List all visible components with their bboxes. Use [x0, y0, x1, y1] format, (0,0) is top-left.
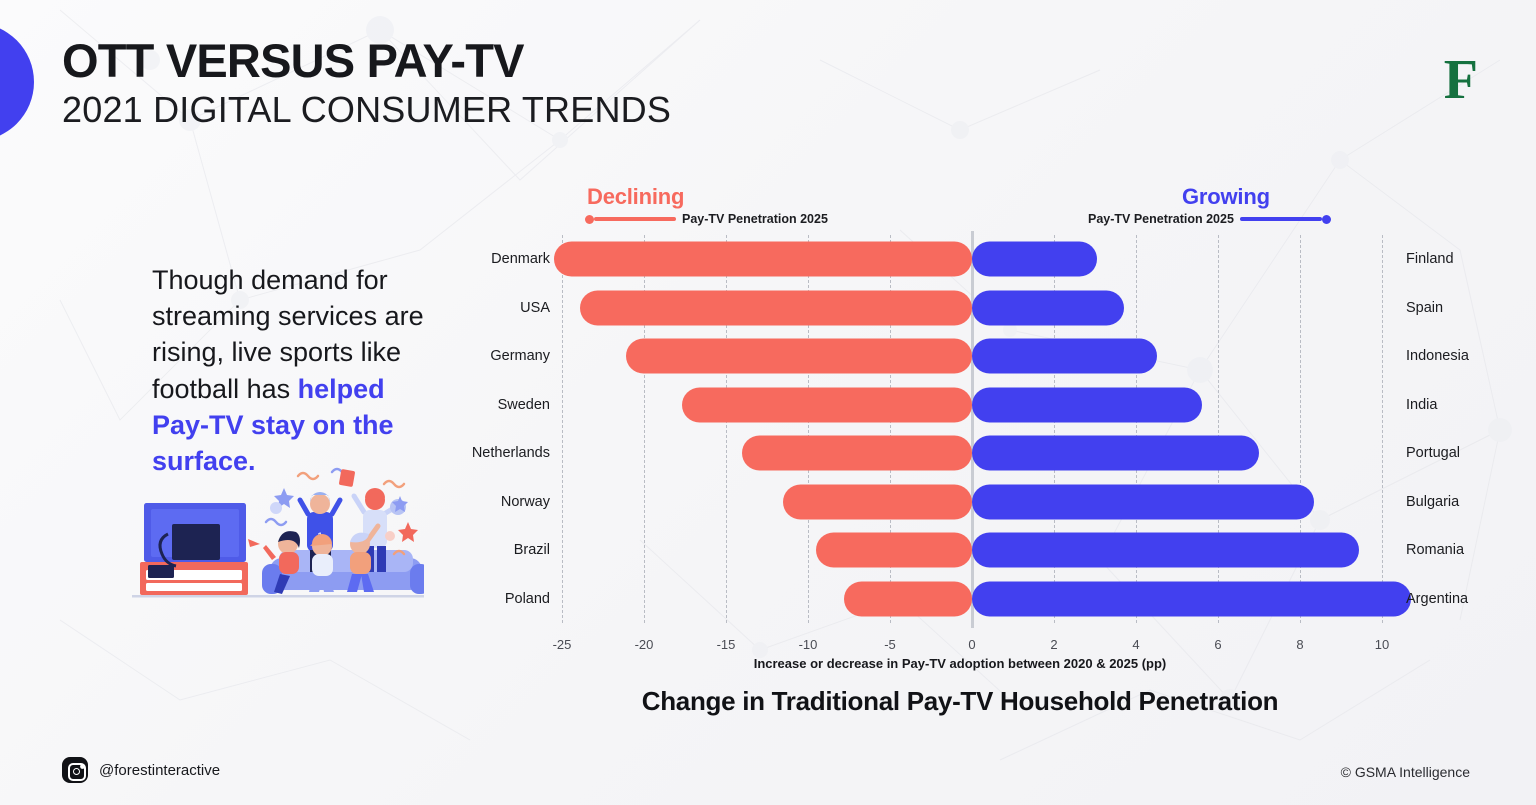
narrative-plain: Though demand for streaming services are… [152, 265, 424, 404]
chart-row: Brazil Romania [514, 526, 1464, 575]
x-axis-tick-label: -15 [716, 637, 736, 652]
chart-row: Sweden India [498, 381, 1437, 430]
chart-gridline [1382, 235, 1383, 623]
bar-growing[interactable] [972, 338, 1157, 374]
x-axis-tick-label: 10 [1374, 637, 1390, 652]
legend-label-growing: Pay-TV Penetration 2025 [1088, 212, 1234, 226]
instagram-icon[interactable] [62, 757, 88, 783]
tv-watching-illustration: 1 [132, 467, 424, 598]
category-label-right: Finland [1406, 251, 1454, 268]
x-axis-tick-label: 8 [1296, 637, 1304, 652]
chart-row: Netherlands Portugal [472, 429, 1460, 478]
page-subtitle: 2021 DIGITAL CONSUMER TRENDS [62, 88, 672, 130]
chart-row: USA Spain [520, 284, 1443, 333]
band-label-declining: Declining [587, 184, 685, 209]
x-axis-tick-label: 0 [968, 637, 976, 652]
chart-row: Norway Bulgaria [501, 478, 1459, 527]
x-axis-tick-label: -5 [884, 637, 896, 652]
bar-declining[interactable] [580, 290, 972, 326]
bar-declining[interactable] [783, 484, 972, 520]
chart-gridline [1218, 235, 1219, 623]
legend-growing: Pay-TV Penetration 2025 [1088, 212, 1331, 226]
chart-row: Denmark Finland [491, 235, 1454, 284]
category-label-right: Spain [1406, 299, 1444, 316]
legend-line-icon [1239, 217, 1322, 221]
x-axis-tick-label: 4 [1132, 637, 1140, 652]
category-label-right: Portugal [1406, 445, 1461, 462]
bar-declining[interactable] [816, 532, 972, 568]
x-axis-tick-label: -10 [798, 637, 818, 652]
footer-social[interactable]: @forestinteractive [62, 757, 220, 783]
axis-caption: Increase or decrease in Pay-TV adoption … [753, 656, 1167, 671]
chart-gridline [644, 235, 645, 623]
category-label-left: Norway [500, 493, 550, 510]
chart-row: Poland Argentina [505, 575, 1468, 624]
chart-row: Germany Indonesia [490, 332, 1469, 381]
category-label-left: USA [520, 299, 550, 316]
chart-plot-area: Denmark Finland USA Spain Germany Indonesia Sw… [472, 231, 1469, 652]
bar-declining[interactable] [625, 338, 972, 374]
category-label-left: Poland [504, 590, 550, 607]
bar-growing[interactable] [972, 581, 1411, 617]
category-label-left: Sweden [497, 396, 550, 413]
chart-gridline [1300, 235, 1301, 623]
category-label-right: Argentina [1406, 590, 1469, 607]
legend-declining: Pay-TV Penetration 2025 [585, 212, 828, 226]
chart-title: Change in Traditional Pay-TV Household P… [641, 686, 1279, 716]
bar-growing[interactable] [972, 532, 1360, 568]
chart-gridline [562, 235, 563, 623]
bar-growing[interactable] [972, 387, 1202, 423]
social-handle: @forestinteractive [99, 761, 221, 779]
x-axis-tick-label: -25 [552, 637, 572, 652]
band-label-growing: Growing [1182, 184, 1270, 209]
category-label-left: Netherlands [471, 445, 550, 462]
category-label-right: Romania [1406, 542, 1465, 559]
bar-declining[interactable] [844, 581, 972, 617]
bar-growing[interactable] [972, 241, 1098, 277]
forbes-logo: F [1443, 49, 1478, 111]
header: OTT VERSUS PAY-TV 2021 DIGITAL CONSUMER … [62, 36, 671, 131]
category-label-left: Germany [490, 348, 550, 365]
source-credit: © GSMA Intelligence [1340, 764, 1470, 780]
x-axis-tick-label: 2 [1050, 637, 1058, 652]
diverging-bar-chart: Declining Growing Pay-TV Penetration 202… [460, 178, 1469, 716]
bar-growing[interactable] [972, 290, 1124, 326]
x-axis-tick-label: -20 [634, 637, 654, 652]
legend-dot-icon [1321, 214, 1331, 224]
bar-growing[interactable] [972, 435, 1259, 471]
bar-growing[interactable] [972, 484, 1315, 520]
category-label-right: Indonesia [1406, 348, 1469, 365]
page-title: OTT VERSUS PAY-TV [62, 34, 525, 87]
bar-declining[interactable] [681, 387, 972, 423]
chart-gridline [808, 235, 809, 623]
category-label-right: India [1406, 396, 1438, 413]
legend-dot-icon [585, 214, 594, 224]
category-label-left: Brazil [513, 542, 550, 559]
narrative-highlight: helped Pay-TV stay on the surface. [152, 373, 394, 476]
decorative-blue-pill [0, 23, 34, 141]
chart-gridline [1054, 235, 1055, 623]
bar-declining[interactable] [553, 241, 972, 277]
chart-gridline [1136, 235, 1137, 623]
legend-label-declining: Pay-TV Penetration 2025 [682, 212, 828, 226]
chart-gridline [726, 235, 727, 623]
chart-gridline [890, 235, 891, 623]
narrative-text: Though demand for streaming services are… [152, 262, 442, 479]
bar-declining[interactable] [742, 435, 972, 471]
category-label-left: Denmark [491, 251, 550, 268]
chart-zero-axis [970, 231, 974, 628]
legend-line-icon [594, 217, 676, 221]
category-label-right: Bulgaria [1406, 493, 1460, 510]
x-axis-tick-label: 6 [1214, 637, 1222, 652]
